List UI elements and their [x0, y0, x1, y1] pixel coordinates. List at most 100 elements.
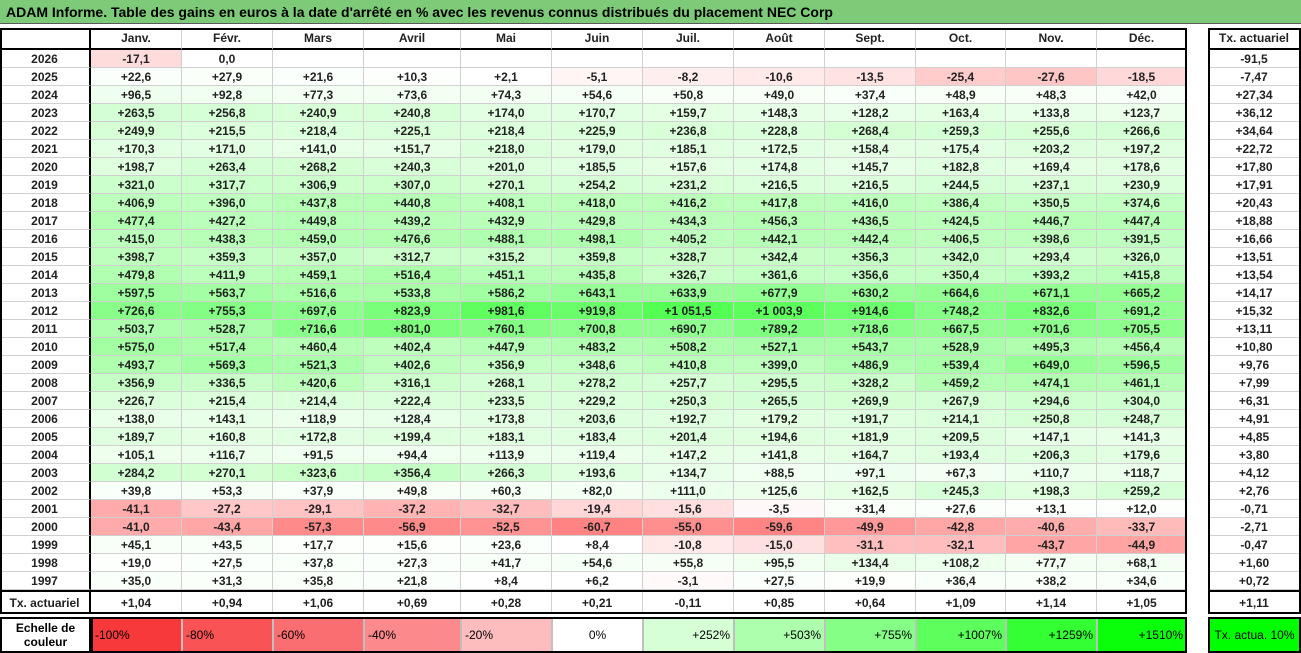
table-cell: +108,2	[916, 554, 1006, 572]
table-cell: +671,1	[1006, 284, 1097, 302]
table-cell: +434,3	[643, 212, 734, 230]
row-year: 2023	[0, 104, 91, 122]
table-cell: +8,4	[552, 536, 643, 554]
table-cell: +417,8	[734, 194, 825, 212]
table-cell: +410,8	[643, 356, 734, 374]
table-cell: +201,4	[643, 428, 734, 446]
table-cell: +597,5	[91, 284, 182, 302]
row-year: 2008	[0, 374, 91, 392]
table-cell: +199,4	[364, 428, 461, 446]
table-cell: -10,8	[643, 536, 734, 554]
table-cell: +159,7	[643, 104, 734, 122]
table-cell: +356,9	[461, 356, 552, 374]
table-cell: +240,8	[364, 104, 461, 122]
table-cell: +914,6	[825, 302, 916, 320]
table-cell: -57,3	[273, 518, 364, 536]
table-cell	[273, 50, 364, 68]
row-year: 2010	[0, 338, 91, 356]
row-year: 2011	[0, 320, 91, 338]
row-year: 2009	[0, 356, 91, 374]
table-cell: +203,6	[552, 410, 643, 428]
header-month: Mars	[273, 28, 364, 50]
table-cell: +27,6	[916, 500, 1006, 518]
legend-step: +1259%	[1006, 617, 1097, 653]
table-cell: +145,7	[825, 158, 916, 176]
summary-cell: +1,14	[1006, 592, 1097, 614]
table-cell: +13,1	[1006, 500, 1097, 518]
table-cell: +172,5	[734, 140, 825, 158]
row-year: 2019	[0, 176, 91, 194]
table-cell: +569,3	[182, 356, 273, 374]
table-cell: +143,1	[182, 410, 273, 428]
row-year: 2004	[0, 446, 91, 464]
table-cell: +981,6	[461, 302, 552, 320]
table-cell: +442,4	[825, 230, 916, 248]
table-cell: +420,6	[273, 374, 364, 392]
table-cell: +459,2	[916, 374, 1006, 392]
summary-cell: -0,11	[643, 592, 734, 614]
row-year: 2018	[0, 194, 91, 212]
table-cell: +516,6	[273, 284, 364, 302]
table-cell: -60,7	[552, 518, 643, 536]
table-cell: -42,8	[916, 518, 1006, 536]
table-cell: +192,7	[643, 410, 734, 428]
table-cell: +8,4	[461, 572, 552, 590]
table-cell: +27,9	[182, 68, 273, 86]
table-cell: +393,2	[1006, 266, 1097, 284]
table-cell: +147,1	[1006, 428, 1097, 446]
header-month: Nov.	[1006, 28, 1097, 50]
table-cell: -43,7	[1006, 536, 1097, 554]
table-cell: +919,8	[552, 302, 643, 320]
table-cell: +110,7	[1006, 464, 1097, 482]
table-cell: +214,4	[273, 392, 364, 410]
row-tx-actuariel: +17,91	[1208, 176, 1301, 194]
row-year: 2003	[0, 464, 91, 482]
table-cell: +35,8	[273, 572, 364, 590]
table-cell: +182,8	[916, 158, 1006, 176]
row-tx-actuariel: +10,80	[1208, 338, 1301, 356]
table-cell: +664,6	[916, 284, 1006, 302]
table-cell: +118,9	[273, 410, 364, 428]
table-cell: +633,9	[643, 284, 734, 302]
table-cell: +701,6	[1006, 320, 1097, 338]
table-cell: +244,5	[916, 176, 1006, 194]
table-cell: +191,7	[825, 410, 916, 428]
table-cell: +306,9	[273, 176, 364, 194]
table-cell: +406,5	[916, 230, 1006, 248]
table-cell: +162,5	[825, 482, 916, 500]
table-cell: +50,8	[643, 86, 734, 104]
table-cell: -15,6	[643, 500, 734, 518]
table-cell: +495,3	[1006, 338, 1097, 356]
row-tx-actuariel: +7,99	[1208, 374, 1301, 392]
table-cell: +38,2	[1006, 572, 1097, 590]
table-cell: +483,2	[552, 338, 643, 356]
table-cell: -15,0	[734, 536, 825, 554]
table-cell: +270,1	[182, 464, 273, 482]
row-tx-actuariel: +4,91	[1208, 410, 1301, 428]
table-cell: +164,7	[825, 446, 916, 464]
table-cell: +160,8	[182, 428, 273, 446]
table-cell: +449,8	[273, 212, 364, 230]
legend-step: -100%	[91, 617, 182, 653]
table-cell: +225,1	[364, 122, 461, 140]
table-cell: +350,4	[916, 266, 1006, 284]
header-month: Juil.	[643, 28, 734, 50]
table-cell: +402,4	[364, 338, 461, 356]
table-cell: +175,4	[916, 140, 1006, 158]
row-year: 2002	[0, 482, 91, 500]
table-cell: +317,7	[182, 176, 273, 194]
table-cell: +19,9	[825, 572, 916, 590]
table-cell: +216,5	[734, 176, 825, 194]
table-cell: -29,1	[273, 500, 364, 518]
legend-step: -40%	[364, 617, 461, 653]
header-month: Août	[734, 28, 825, 50]
row-year: 2026	[0, 50, 91, 68]
table-cell: +35,0	[91, 572, 182, 590]
table-cell: -13,5	[825, 68, 916, 86]
table-cell: +216,5	[825, 176, 916, 194]
table-cell: +259,3	[916, 122, 1006, 140]
table-cell: +170,3	[91, 140, 182, 158]
table-cell: +801,0	[364, 320, 461, 338]
table-cell: -40,6	[1006, 518, 1097, 536]
table-cell: +125,6	[734, 482, 825, 500]
